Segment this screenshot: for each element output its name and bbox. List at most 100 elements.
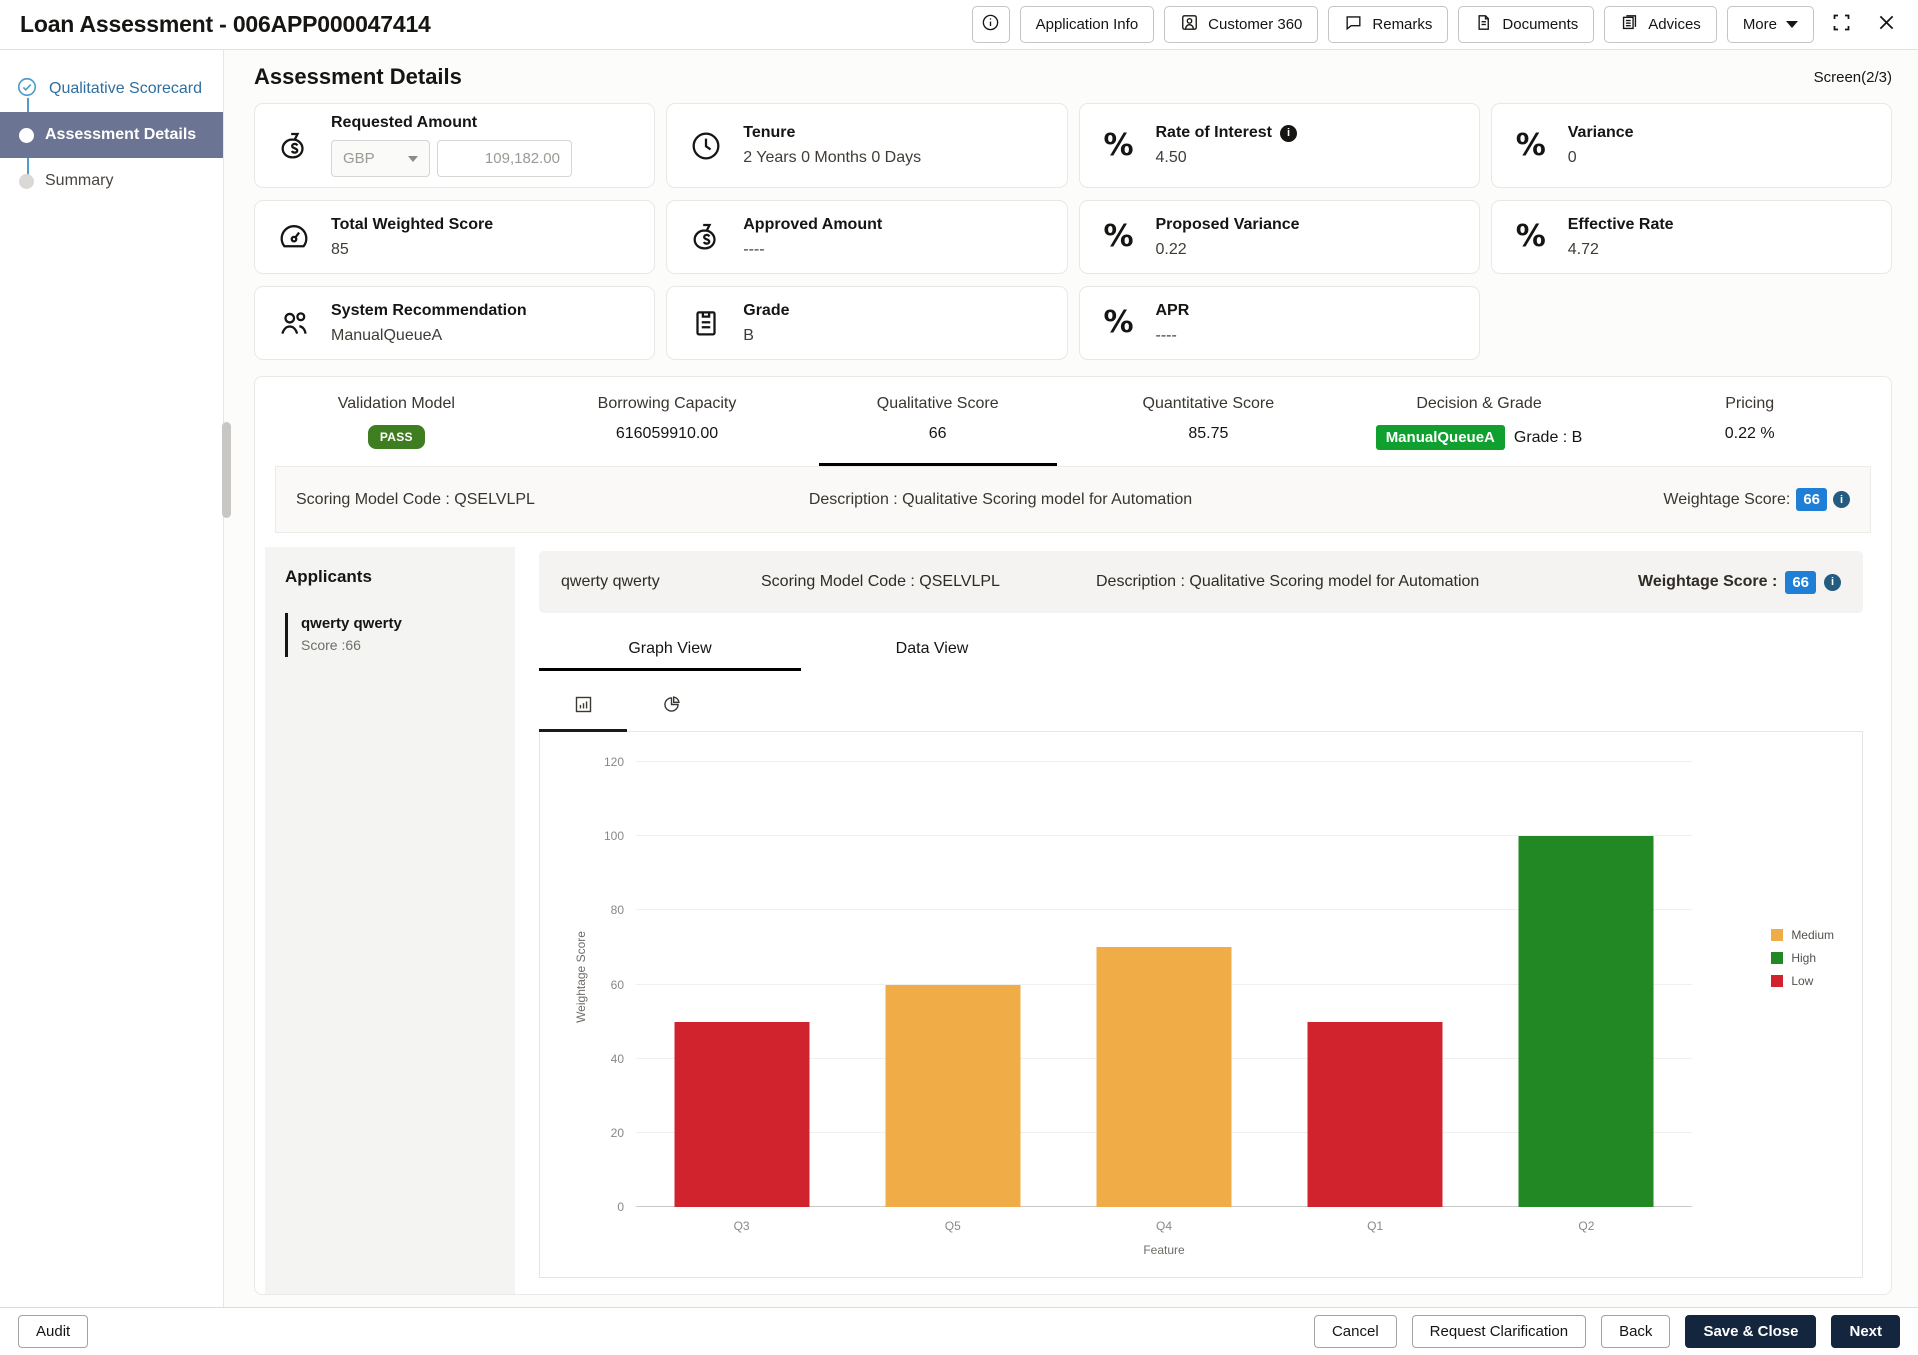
sidebar-item-qualitative-scorecard[interactable]: Qualitative Scorecard <box>0 66 223 112</box>
card-tenure: Tenure 2 Years 0 Months 0 Days <box>666 103 1068 188</box>
vertical-scrollbar[interactable] <box>222 422 231 518</box>
tab-label: Pricing <box>1725 395 1775 412</box>
card-approved-amount: Approved Amount ---- <box>666 200 1068 274</box>
request-clarification-button[interactable]: Request Clarification <box>1411 1315 1587 1348</box>
chart-y-tick: 20 <box>610 1125 624 1140</box>
chart-bar-q4[interactable] <box>1096 947 1232 1207</box>
applicants-panel: Applicants qwerty qwerty Score :66 <box>265 547 515 1294</box>
sidebar-item-assessment-details[interactable]: Assessment Details <box>0 112 223 158</box>
info-icon <box>981 13 1000 36</box>
chart-bar-q3[interactable] <box>674 1021 810 1207</box>
tab-value: 0.22 % <box>1724 425 1775 442</box>
customer-360-label: Customer 360 <box>1208 16 1303 33</box>
next-button[interactable]: Next <box>1831 1315 1900 1348</box>
applicant-name: qwerty qwerty <box>561 573 660 590</box>
documents-button[interactable]: Documents <box>1458 6 1595 43</box>
chart-bar-q5[interactable] <box>885 984 1021 1207</box>
weightage-score-label: Weightage Score : <box>1638 573 1778 590</box>
bar-chart-tab[interactable] <box>539 687 627 732</box>
pass-status-badge: PASS <box>367 425 425 449</box>
weightage-score-chart: Weightage Score 0 20 40 60 80 100 120 Q3 Q5 Q4 Q1 Q… <box>539 732 1863 1278</box>
legend-swatch-icon <box>1771 952 1784 965</box>
chart-plot: 0 20 40 60 80 100 120 Q3 Q5 Q4 Q1 Q2 <box>604 755 1692 1233</box>
back-button[interactable]: Back <box>1601 1315 1671 1348</box>
chevron-down-icon <box>1786 21 1798 28</box>
currency-select[interactable]: GBP <box>331 140 430 177</box>
remarks-button[interactable]: Remarks <box>1328 6 1449 43</box>
card-apr: % APR ---- <box>1078 286 1480 360</box>
chart-y-tick: 40 <box>610 1051 624 1066</box>
expand-button[interactable] <box>1824 6 1859 43</box>
info-icon[interactable]: i <box>1279 124 1297 142</box>
card-value: 2 Years 0 Months 0 Days <box>743 149 922 166</box>
chart-x-tick: Q3 <box>733 1219 750 1233</box>
card-requested-amount: Requested Amount GBP <box>254 103 656 188</box>
info-icon[interactable]: i <box>1833 491 1850 508</box>
sidebar-item-summary[interactable]: Summary <box>0 158 223 204</box>
cancel-button[interactable]: Cancel <box>1313 1315 1397 1348</box>
applicants-title: Applicants <box>285 567 372 586</box>
money-bag-icon <box>273 129 315 163</box>
money-bag-icon <box>685 220 727 254</box>
legend-item-high: High <box>1771 951 1834 965</box>
clipboard-icon <box>685 306 727 340</box>
chart-x-tick: Q5 <box>944 1219 961 1233</box>
close-icon <box>1876 12 1897 37</box>
chart-gridline <box>636 909 1692 911</box>
info-icon[interactable]: i <box>1824 573 1841 591</box>
applicant-detail-panel: qwerty qwerty Scoring Model Code : QSELV… <box>515 547 1891 1294</box>
card-effective-rate: % Effective Rate 4.72 <box>1490 200 1892 274</box>
chart-y-tick: 120 <box>603 755 624 769</box>
card-label: Grade <box>743 301 790 319</box>
application-info-button[interactable]: Application Info <box>1019 6 1155 43</box>
chart-bar-q2[interactable] <box>1518 836 1654 1207</box>
tab-decision-grade[interactable]: Decision & Grade ManualQueueA Grade : B <box>1344 389 1615 466</box>
chart-gridline <box>636 761 1692 762</box>
applicant-list-item[interactable]: qwerty qwerty Score :66 <box>285 613 501 657</box>
grade-value: Grade : B <box>1513 428 1583 446</box>
more-label: More <box>1742 16 1777 33</box>
documents-label: Documents <box>1502 16 1579 33</box>
card-value: 4.72 <box>1567 240 1599 258</box>
tab-pricing[interactable]: Pricing 0.22 % <box>1614 389 1885 466</box>
top-bar: Loan Assessment - 006APP000047414 Applic… <box>0 0 1918 50</box>
requested-amount-input[interactable] <box>437 140 572 177</box>
more-button[interactable]: More <box>1726 6 1814 43</box>
close-button[interactable] <box>1869 6 1904 43</box>
card-label: Variance <box>1567 124 1634 141</box>
scoring-model-bar: Scoring Model Code : QSELVLPL Descriptio… <box>275 466 1871 533</box>
advices-button[interactable]: Advices <box>1604 6 1717 43</box>
summary-cards-grid: Requested Amount GBP Tenure <box>254 103 1892 360</box>
customer-360-button[interactable]: Customer 360 <box>1164 6 1319 43</box>
tab-data-view[interactable]: Data View <box>895 640 969 657</box>
sidebar-item-label: Qualitative Scorecard <box>49 80 202 97</box>
step-dot-icon <box>19 173 34 189</box>
percent-icon: % <box>1103 305 1134 340</box>
save-close-button[interactable]: Save & Close <box>1685 1315 1817 1348</box>
card-value: B <box>743 326 754 344</box>
tab-qualitative-score[interactable]: Qualitative Score 66 <box>802 389 1073 466</box>
application-info-label: Application Info <box>1035 16 1139 33</box>
audit-button[interactable]: Audit <box>18 1315 89 1348</box>
card-label: System Recommendation <box>331 301 527 319</box>
info-button[interactable] <box>971 6 1010 43</box>
tab-label: Qualitative Score <box>876 395 999 412</box>
people-icon <box>273 306 315 340</box>
tab-graph-view[interactable]: Graph View <box>539 631 801 671</box>
tab-validation-model[interactable]: Validation Model PASS <box>261 389 532 466</box>
applicant-summary-bar: qwerty qwerty Scoring Model Code : QSELV… <box>539 551 1863 613</box>
advice-document-icon <box>1620 13 1639 36</box>
card-value: 0.22 <box>1155 240 1187 258</box>
pie-chart-tab[interactable] <box>627 687 715 731</box>
card-system-recommendation: System Recommendation ManualQueueA <box>254 286 656 360</box>
tab-label: Quantitative Score <box>1142 395 1275 412</box>
chart-bar-q1[interactable] <box>1307 1021 1443 1207</box>
card-value: ---- <box>1155 326 1177 344</box>
bar-chart-icon <box>573 694 594 720</box>
chart-y-tick: 100 <box>603 829 624 844</box>
tab-label: Validation Model <box>337 395 455 412</box>
tab-quantitative-score[interactable]: Quantitative Score 85.75 <box>1073 389 1344 466</box>
tab-borrowing-capacity[interactable]: Borrowing Capacity 616059910.00 <box>532 389 803 466</box>
legend-swatch-icon <box>1771 975 1784 988</box>
chart-y-tick: 80 <box>610 903 624 918</box>
